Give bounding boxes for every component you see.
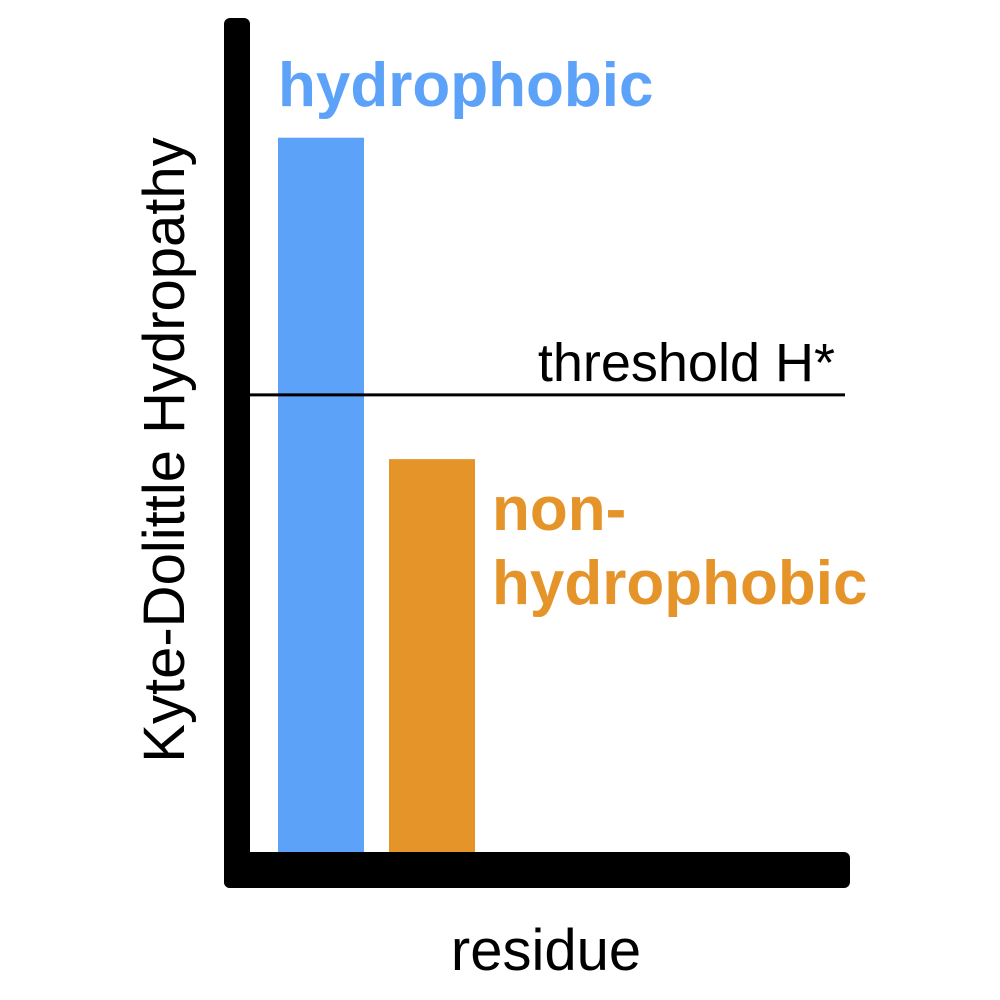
bars-group xyxy=(278,137,475,852)
bar-label-non-hydrophobic: non-hydrophobic xyxy=(492,475,867,618)
threshold-label: threshold H* xyxy=(538,333,835,393)
y-axis-title: Kyte-Dolittle Hydropathy xyxy=(132,137,197,762)
x-axis xyxy=(224,852,850,888)
bar-label-line: hydrophobic xyxy=(278,51,653,120)
bar-label-hydrophobic: hydrophobic xyxy=(278,51,653,120)
bar-label-line: hydrophobic xyxy=(492,549,867,618)
bar-label-line: non- xyxy=(492,475,626,544)
y-axis xyxy=(224,18,250,888)
x-axis-title: residue xyxy=(451,918,641,983)
bar-non-hydrophobic xyxy=(389,459,475,852)
bar-hydrophobic xyxy=(278,137,364,852)
